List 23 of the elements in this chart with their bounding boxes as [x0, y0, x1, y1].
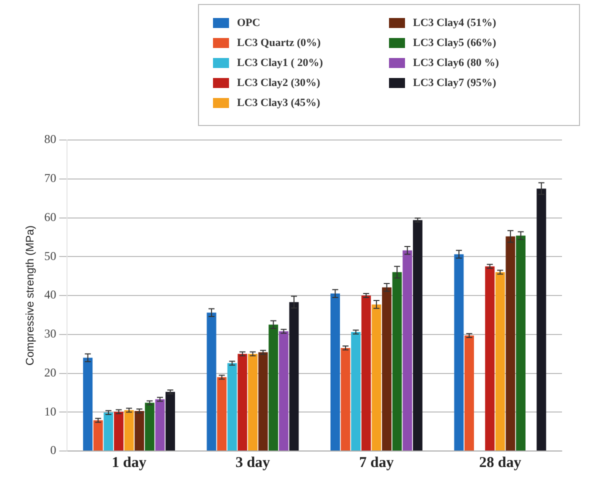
x-tick-label: 28 day [479, 454, 522, 471]
y-tick-label: 30 [44, 326, 56, 341]
y-tick-label: 10 [44, 404, 56, 418]
y-tick-label: 40 [44, 288, 56, 302]
legend-label: LC3 Quartz (0%) [237, 37, 321, 49]
x-tick-label: 1 day [112, 454, 147, 471]
legend-label: LC3 Clay6 (80 %) [413, 57, 499, 69]
x-tick-label: 3 day [235, 454, 271, 471]
legend-label: LC3 Clay7 (95%) [413, 77, 496, 89]
y-tick-label: 80 [44, 132, 56, 146]
y-tick-label: 70 [44, 171, 56, 186]
legend-label: LC3 Clay2 (30%) [237, 77, 320, 89]
legend-label: LC3 Clay3 (45%) [237, 97, 320, 109]
y-tick-label: 60 [44, 210, 56, 224]
legend-label: OPC [237, 17, 260, 29]
legend-label: LC3 Clay1 ( 20%) [237, 57, 323, 69]
y-tick-label: 20 [44, 365, 56, 380]
y-axis-title: Compressive strength (MPa) [24, 226, 37, 366]
y-tick-label: 50 [44, 248, 56, 263]
legend-label: LC3 Clay5 (66%) [413, 37, 496, 49]
x-tick-label: 7 day [359, 454, 394, 471]
legend-label: LC3 Clay4 (51%) [413, 17, 496, 29]
y-tick-label: 0 [50, 443, 56, 458]
